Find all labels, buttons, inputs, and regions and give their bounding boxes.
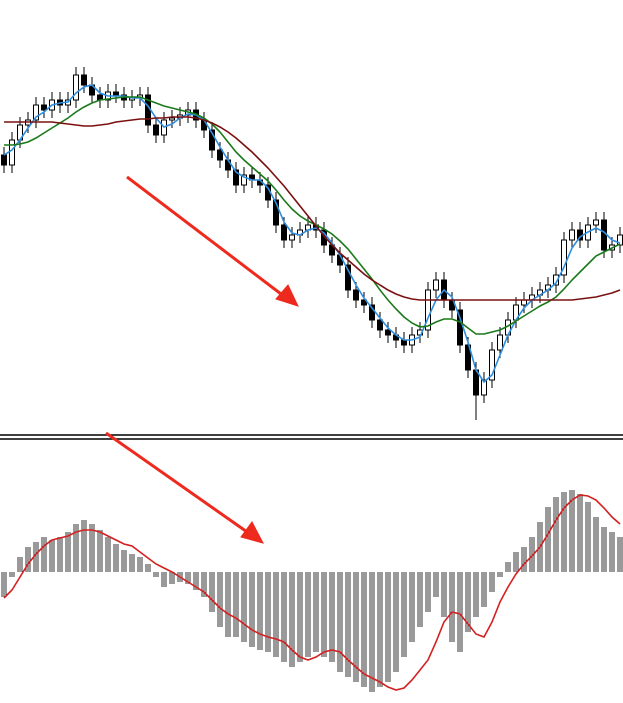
candle-body	[9, 139, 15, 166]
candle-body	[217, 149, 223, 161]
candle-body	[169, 117, 175, 121]
arrow	[105, 431, 264, 544]
candle-body	[489, 349, 495, 381]
candle-body	[385, 329, 391, 336]
candle-body	[281, 224, 287, 241]
indicator-line	[3, 84, 621, 384]
candle-body	[345, 264, 351, 291]
candle-body	[593, 219, 599, 226]
candle-body	[209, 129, 215, 151]
candle-body	[289, 234, 295, 241]
candle-body	[361, 299, 367, 306]
indicator-line	[4, 116, 621, 301]
candle-body	[353, 289, 359, 301]
candle-body	[41, 104, 47, 111]
candle-body	[617, 234, 623, 246]
candle-body	[369, 304, 375, 321]
candle-body	[433, 279, 439, 291]
candle-body	[561, 239, 567, 276]
marks	[1, 67, 623, 692]
indicator-line	[3, 494, 621, 691]
candle-body	[273, 199, 279, 226]
candle-body	[81, 74, 87, 86]
candle-body	[377, 319, 383, 331]
candle-body	[153, 124, 159, 136]
candle-body	[569, 229, 575, 241]
candle-body	[73, 74, 79, 101]
candle-body	[425, 289, 431, 331]
indicator-line	[4, 96, 621, 335]
candle-body	[1, 154, 7, 166]
candle-body	[465, 344, 471, 371]
candle-body	[113, 91, 119, 96]
arrow	[126, 175, 299, 307]
candle-body	[233, 169, 239, 186]
candle-body	[601, 219, 607, 251]
candle-body	[481, 379, 487, 396]
candle-body	[33, 104, 39, 121]
candle-body	[553, 274, 559, 286]
candle-body	[497, 334, 503, 351]
candle-body	[321, 229, 327, 246]
candle-body	[241, 174, 247, 186]
